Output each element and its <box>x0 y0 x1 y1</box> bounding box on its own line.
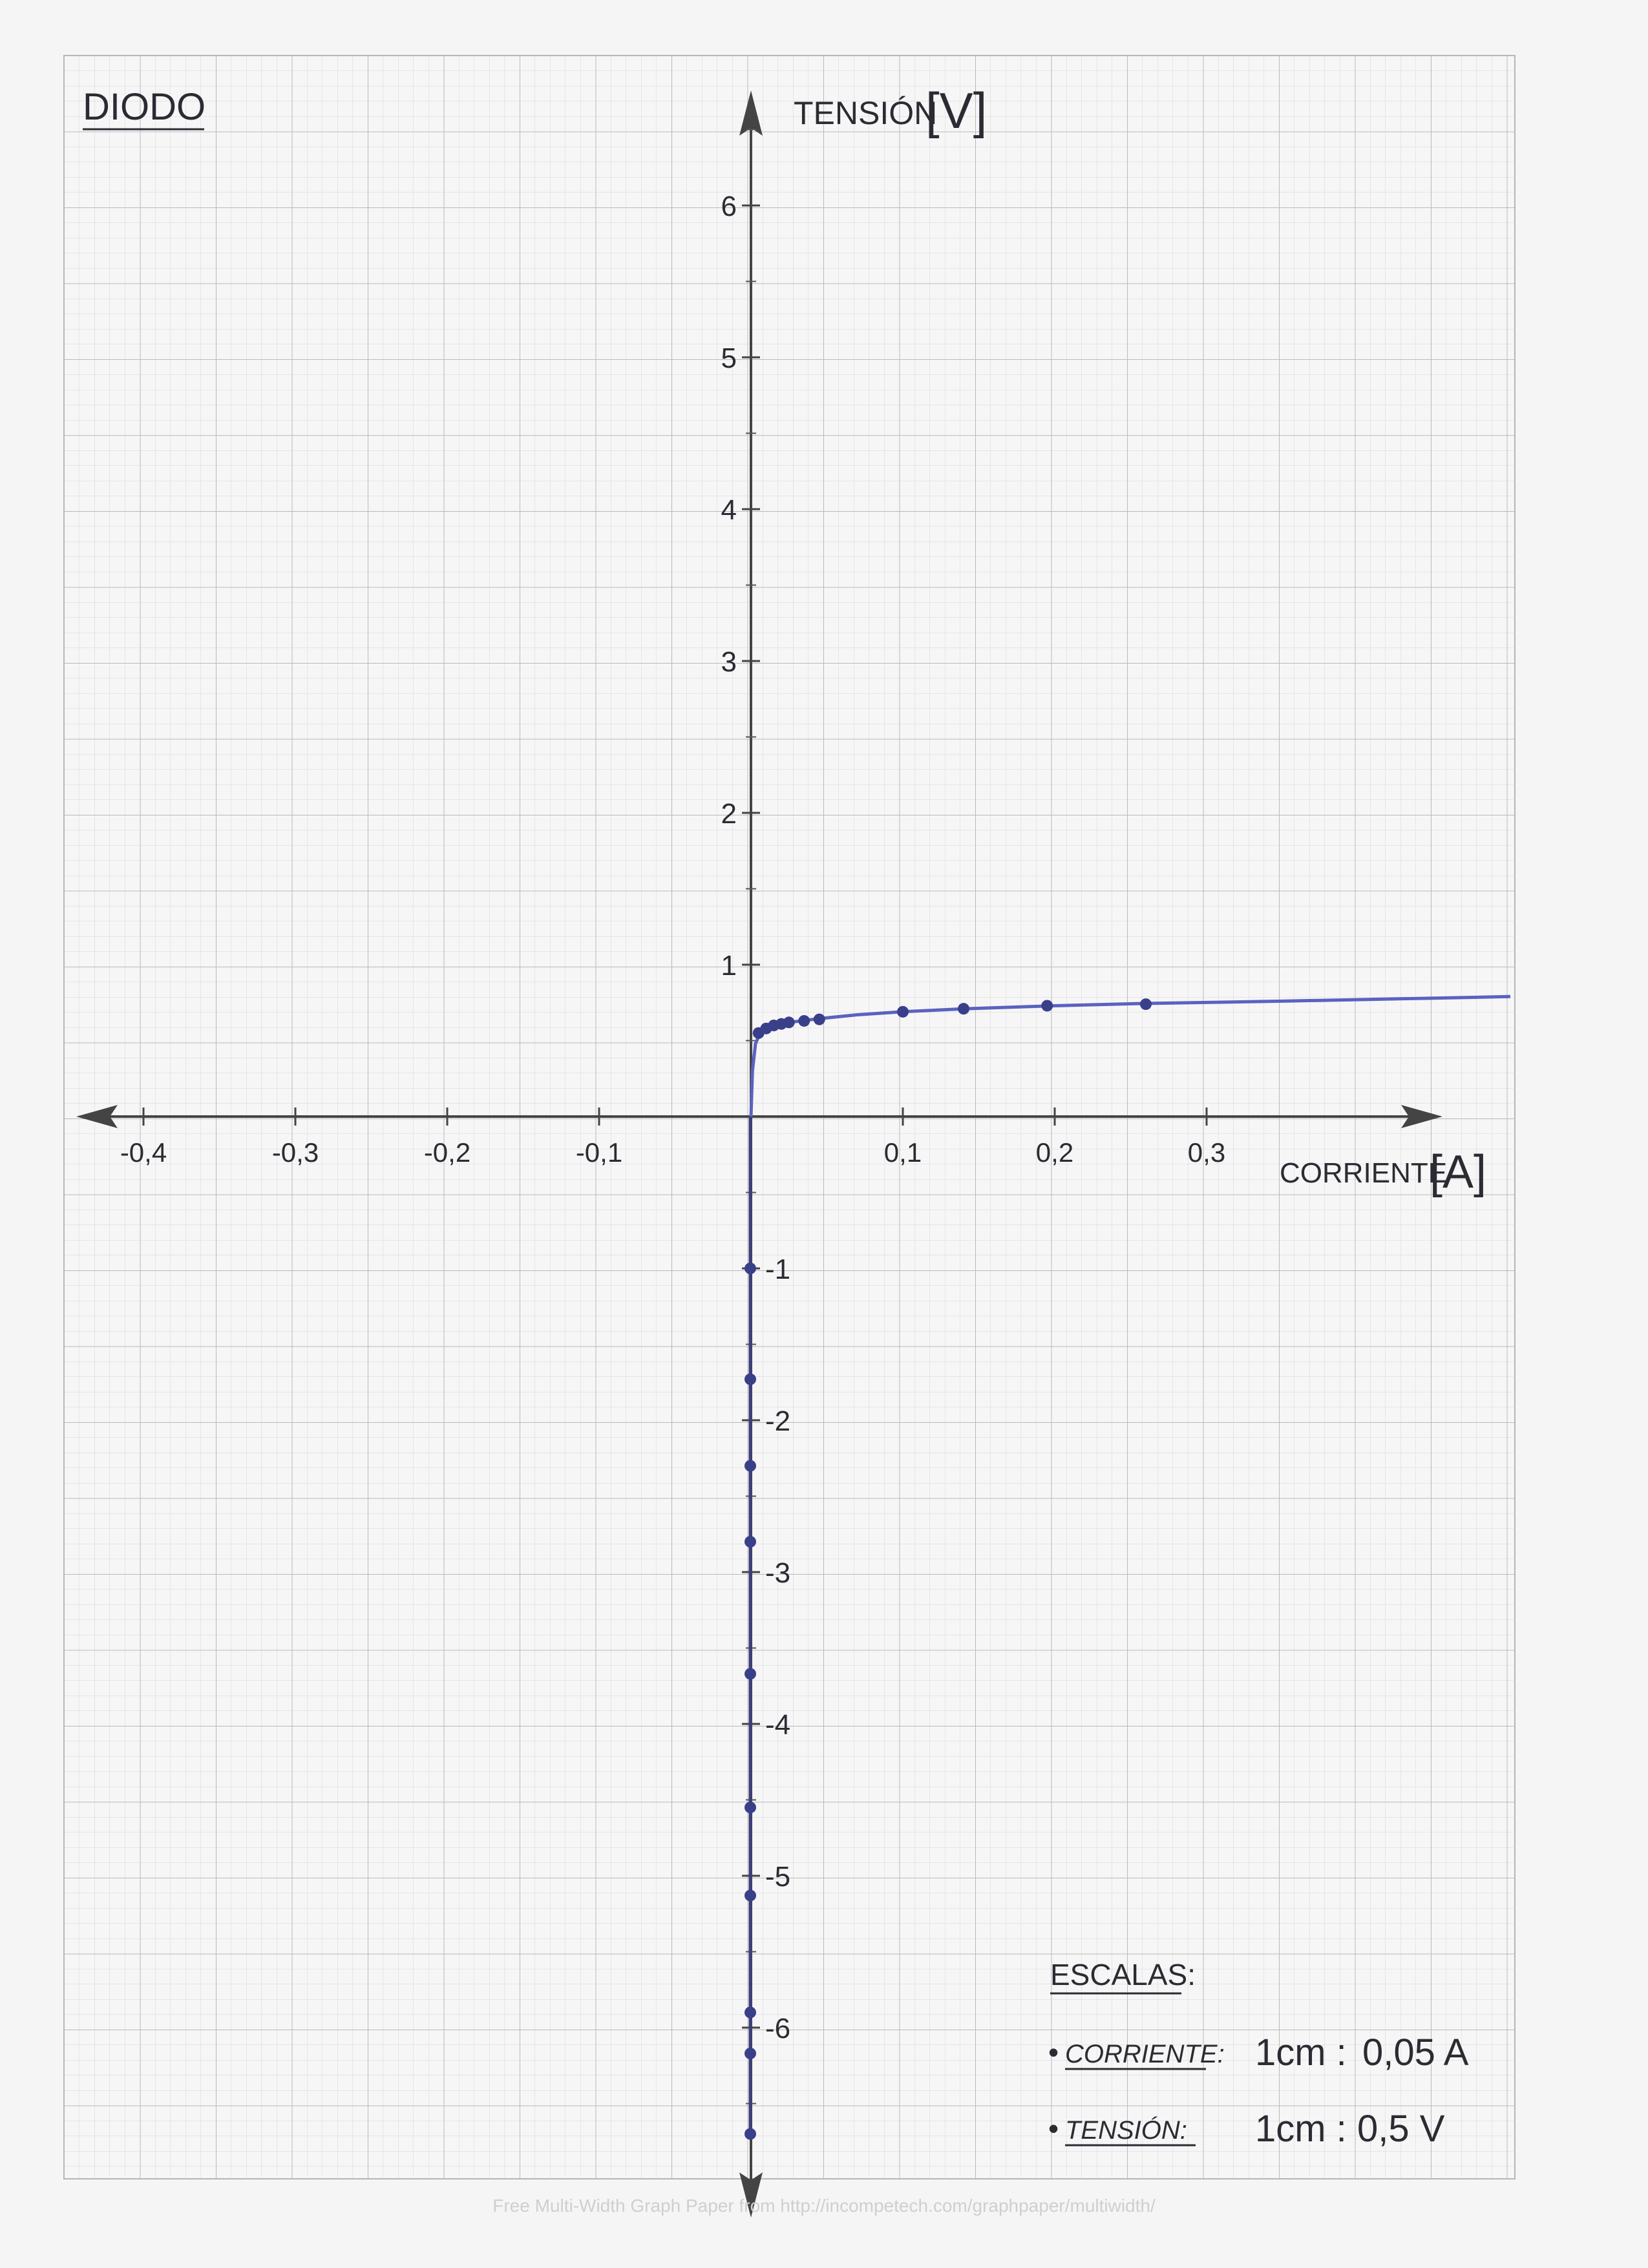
forward-bias-curve <box>749 994 1511 1117</box>
scale-current-name: CORRIENTE: <box>1065 2040 1225 2068</box>
y-axis-arrow-top <box>739 90 763 136</box>
y-tick-label: 2 <box>721 798 737 830</box>
data-point <box>745 2006 756 2019</box>
data-point <box>745 2128 756 2140</box>
data-point <box>745 2047 756 2059</box>
data-point <box>745 1373 756 1385</box>
x-tick-label: 0,1 <box>884 1137 922 1168</box>
y-tick-label: -6 <box>765 2013 790 2044</box>
scale-voltage-name: TENSIÓN: <box>1065 2116 1187 2145</box>
scales-heading: ESCALAS: <box>1050 1958 1196 1991</box>
data-point <box>798 1014 810 1027</box>
x-tick-label: -0,4 <box>120 1137 167 1168</box>
data-point <box>783 1016 795 1029</box>
chart-title: DIODO <box>83 86 206 131</box>
x-axis-arrow-right <box>1401 1105 1442 1128</box>
data-point <box>897 1005 909 1018</box>
scale-voltage-value: 0,5 V <box>1357 2108 1445 2150</box>
scale-voltage-bullet: • <box>1048 2112 1059 2145</box>
x-axis-arrow-left <box>76 1105 118 1128</box>
graph-paper-footer: Free Multi-Width Graph Paper from http:/… <box>492 2196 1156 2216</box>
x-tick-label: 0,3 <box>1188 1137 1225 1168</box>
y-tick-label: -4 <box>765 1709 790 1741</box>
y-tick-label: 1 <box>721 950 737 982</box>
scales-legend: ESCALAS: • CORRIENTE: 1cm : 0,05 A • TEN… <box>1048 1958 1469 2150</box>
y-tick-label: 3 <box>721 646 737 678</box>
y-axis-label-text: TENSIÓN <box>794 95 937 131</box>
data-point <box>745 1801 756 1814</box>
y-ticks: 6 5 4 3 2 1 -1 -2 -3 -4 -5 -6 <box>721 129 790 2105</box>
data-point <box>1041 1000 1053 1012</box>
series-layer <box>745 994 1511 2140</box>
y-axis-unit: [V] <box>925 82 987 139</box>
y-tick-label: 5 <box>721 342 737 374</box>
data-point <box>958 1003 969 1015</box>
y-tick-label: -3 <box>765 1557 790 1589</box>
y-axis-arrow-bottom <box>739 2172 763 2218</box>
data-point <box>745 1889 756 1902</box>
scale-current-unit: 1cm : <box>1255 2032 1347 2074</box>
data-point <box>745 1263 756 1274</box>
x-ticks: -0,4 -0,3 -0,2 -0,1 0,1 0,2 0,3 <box>120 1108 1225 1168</box>
x-tick-label: -0,2 <box>424 1137 470 1168</box>
x-tick-label: 0,2 <box>1036 1137 1073 1168</box>
y-tick-label: -1 <box>765 1254 790 1285</box>
y-axis-label: TENSIÓN [V] <box>794 82 987 139</box>
x-tick-label: -0,3 <box>272 1137 319 1168</box>
scale-current-bullet: • <box>1048 2035 1059 2069</box>
y-tick-label: 6 <box>721 191 737 222</box>
data-point <box>1140 998 1152 1011</box>
data-point <box>745 1536 756 1548</box>
data-point <box>745 1460 756 1472</box>
x-axis-unit: [A] <box>1430 1146 1486 1198</box>
data-point <box>745 1668 756 1680</box>
y-tick-label: -5 <box>765 1861 790 1893</box>
y-tick-label: -2 <box>765 1405 790 1437</box>
x-axis-label: CORRIENTE [A] <box>1280 1146 1486 1198</box>
scale-voltage-unit: 1cm : <box>1255 2108 1347 2150</box>
chart-title-text: DIODO <box>83 86 206 128</box>
scale-current-value: 0,05 A <box>1362 2032 1469 2074</box>
x-axis-label-text: CORRIENTE <box>1280 1157 1447 1189</box>
x-tick-label: -0,1 <box>576 1137 622 1168</box>
y-tick-label: 4 <box>721 494 737 526</box>
data-point <box>813 1013 825 1025</box>
